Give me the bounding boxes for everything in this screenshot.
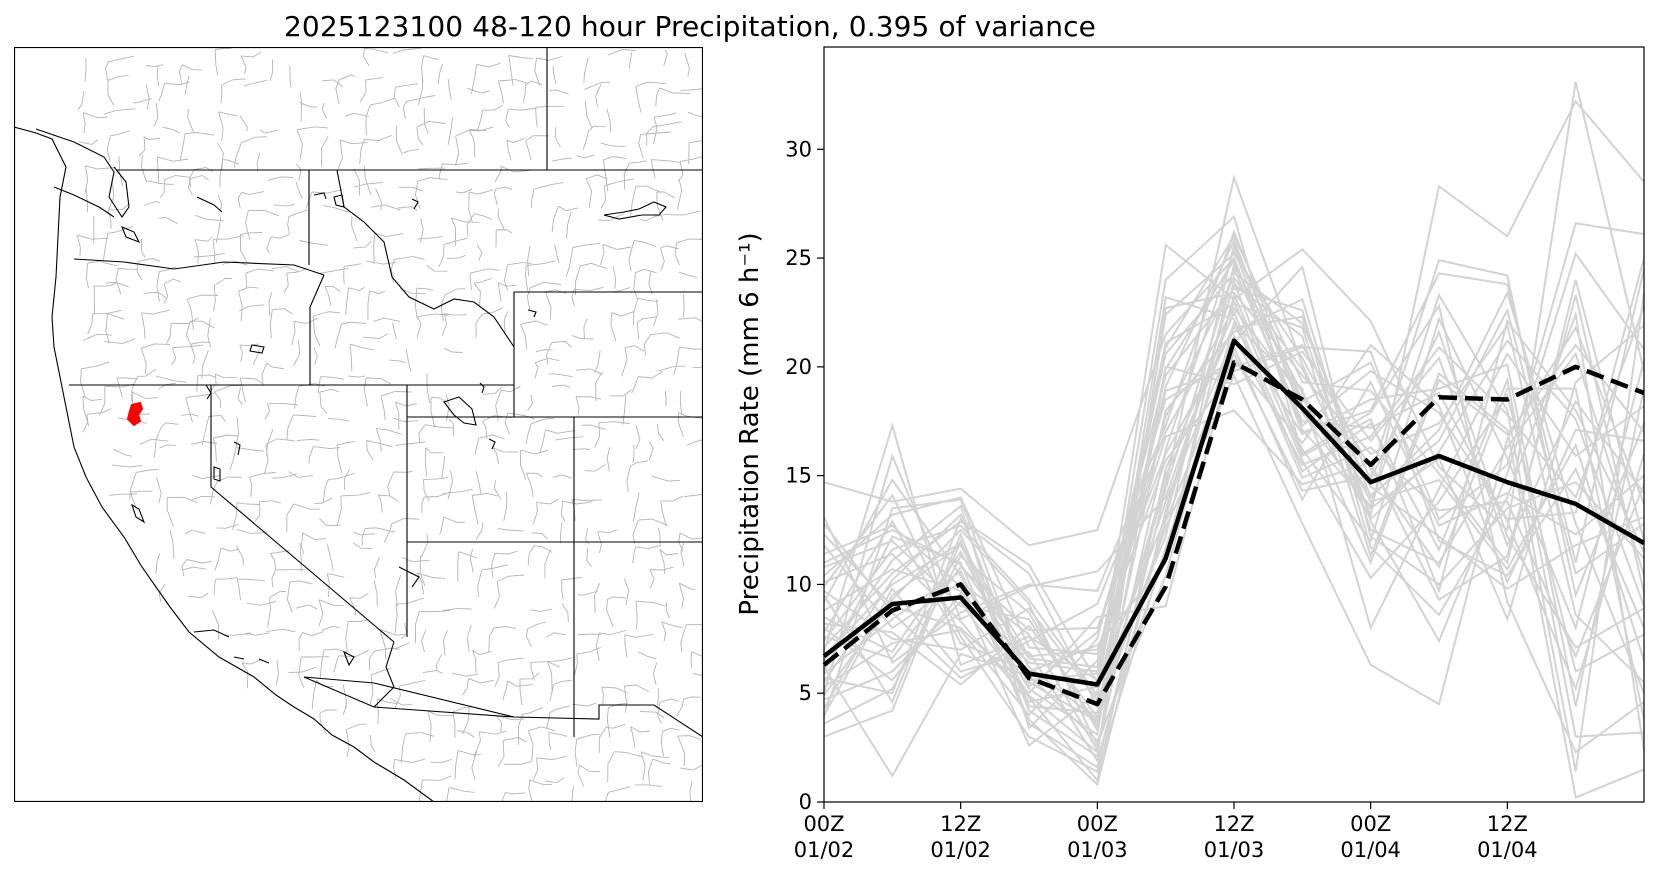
goose-lake bbox=[205, 384, 212, 400]
or-id-border bbox=[309, 274, 325, 385]
ensemble-member-line-14 bbox=[823, 321, 1645, 778]
ensemble-member-line-0 bbox=[823, 99, 1645, 721]
x-tick-label-time: 00Z bbox=[1077, 812, 1118, 836]
x-tick-label-date: 01/02 bbox=[794, 838, 855, 862]
ensemble-member-line-2 bbox=[823, 256, 1645, 563]
az-border bbox=[303, 641, 704, 738]
ensemble-member-line-7 bbox=[823, 325, 1645, 720]
river-basin-boundaries bbox=[76, 47, 719, 813]
ensemble-member-line-19 bbox=[823, 298, 1645, 694]
ensemble-member-line-18 bbox=[823, 350, 1645, 714]
ensemble-member-line-31 bbox=[823, 291, 1645, 748]
main-series-lines bbox=[822, 338, 1646, 707]
ensemble-member-line-25 bbox=[823, 287, 1645, 750]
sf-bay bbox=[131, 503, 146, 524]
figure-title: 2025123100 48-120 hour Precipitation, 0.… bbox=[284, 10, 1096, 43]
ut-co-border bbox=[407, 416, 575, 737]
x-tick-label-time: 12Z bbox=[940, 812, 981, 836]
ca-nv-border bbox=[210, 385, 395, 643]
ensemble-member-line-35 bbox=[823, 241, 1645, 702]
ensemble-member-line-32 bbox=[823, 234, 1645, 704]
x-tick-label-time: 12Z bbox=[1213, 812, 1254, 836]
solid-series-line bbox=[822, 338, 1646, 687]
ensemble-member-line-22 bbox=[823, 259, 1645, 764]
yellowstone-lake bbox=[527, 309, 537, 318]
ensemble-member-line-29 bbox=[823, 266, 1645, 769]
strait-juan-de-fuca bbox=[53, 186, 115, 218]
ensemble-member-line-10 bbox=[823, 238, 1645, 698]
y-axis: 0 5 10 15 20 25 30 bbox=[785, 137, 824, 814]
ensemble-member-line-13 bbox=[823, 294, 1645, 656]
x-tick-label-date: 01/04 bbox=[1477, 838, 1538, 862]
ensemble-member-line-21 bbox=[823, 302, 1645, 730]
lake-mead bbox=[398, 566, 420, 588]
malheur-lake bbox=[249, 344, 265, 354]
y-tick-label: 15 bbox=[785, 464, 812, 488]
ensemble-member-line-23 bbox=[823, 275, 1645, 682]
ensemble-member-line-24 bbox=[823, 323, 1645, 729]
ensemble-member-line-33 bbox=[823, 290, 1645, 694]
ensemble-member-line-16 bbox=[823, 251, 1645, 733]
id-mt-border bbox=[336, 169, 515, 348]
pyramid-lake bbox=[233, 441, 241, 456]
american-falls bbox=[411, 198, 419, 210]
state-boundaries bbox=[13, 47, 704, 803]
ensemble-member-line-17 bbox=[823, 261, 1645, 673]
mexico-border bbox=[303, 676, 515, 718]
channel-islands bbox=[193, 629, 270, 664]
x-tick-label-date: 01/03 bbox=[1204, 838, 1265, 862]
grand-coulee bbox=[196, 196, 223, 213]
ensemble-member-line-3 bbox=[823, 222, 1645, 665]
lake-tahoe bbox=[213, 466, 221, 482]
basin-map-panel bbox=[13, 46, 719, 813]
ensemble-member-line-34 bbox=[823, 295, 1645, 724]
basin-map bbox=[13, 46, 719, 813]
x-tick-label-time: 00Z bbox=[803, 812, 844, 836]
y-axis-label: Precipitation Rate (mm 6 h⁻¹) bbox=[735, 232, 765, 615]
dashed-series-line bbox=[822, 360, 1645, 707]
bear-lake bbox=[479, 382, 485, 394]
y-tick-label: 0 bbox=[799, 790, 812, 814]
plot-frame bbox=[823, 46, 1645, 803]
y-tick-label: 20 bbox=[785, 355, 812, 379]
willapa-bay bbox=[121, 225, 141, 244]
y-tick-label: 10 bbox=[785, 572, 812, 596]
x-tick-label-date: 01/03 bbox=[1067, 838, 1128, 862]
x-tick-label-time: 12Z bbox=[1487, 812, 1528, 836]
ensemble-member-line-27 bbox=[823, 252, 1645, 737]
ensemble-member-line-28 bbox=[823, 306, 1645, 680]
basin-boundary-mesh bbox=[76, 47, 719, 813]
great-salt-lake bbox=[443, 396, 477, 426]
ensemble-member-line-38 bbox=[823, 278, 1645, 695]
lake-pend-oreille bbox=[313, 192, 327, 200]
map-frame bbox=[13, 46, 704, 803]
x-tick-label-date: 01/02 bbox=[930, 838, 991, 862]
ensemble-member-line-11 bbox=[823, 344, 1645, 695]
highlighted-basin bbox=[126, 401, 144, 427]
ensemble-member-line-15 bbox=[823, 214, 1645, 754]
wa-or-border bbox=[73, 258, 325, 276]
ensemble-lines bbox=[823, 81, 1645, 799]
flathead-lake bbox=[333, 194, 345, 208]
ensemble-member-line-9 bbox=[823, 309, 1645, 783]
fort-peck-lake bbox=[603, 201, 667, 220]
x-tick-label-date: 01/04 bbox=[1340, 838, 1401, 862]
puget-sound bbox=[35, 128, 130, 218]
y-tick-label: 5 bbox=[799, 681, 812, 705]
map-background bbox=[14, 47, 703, 802]
y-tick-label: 25 bbox=[785, 246, 812, 270]
pacific-coastline bbox=[13, 126, 435, 803]
ensemble-member-line-36 bbox=[823, 346, 1645, 658]
salton-sea bbox=[342, 650, 355, 667]
y-tick-label: 30 bbox=[785, 137, 812, 161]
utah-lake bbox=[488, 438, 496, 450]
x-tick-label-time: 00Z bbox=[1350, 812, 1391, 836]
x-axis: 00Z01/0212Z01/0200Z01/0312Z01/0300Z01/04… bbox=[794, 802, 1538, 862]
